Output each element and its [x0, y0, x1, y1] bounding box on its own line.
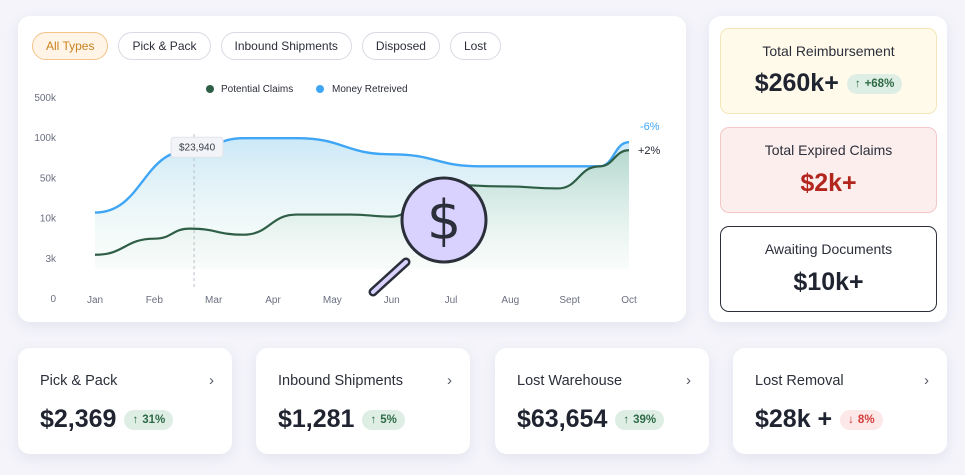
legend-dot-potential — [206, 85, 214, 93]
x-axis-ticks: Jan Feb Mar Apr May Jun Jul Aug Sept Oct — [87, 295, 637, 306]
pick-pack-card[interactable]: Pick & Pack › $2,369 ↑ 31% — [18, 348, 232, 454]
inbound-shipments-card[interactable]: Inbound Shipments › $1,281 ↑ 5% — [256, 348, 470, 454]
arrow-down-icon: ↓ — [848, 413, 854, 426]
arrow-up-icon: ↑ — [370, 413, 377, 426]
x-tick-label: Oct — [621, 295, 637, 306]
x-tick-label: Feb — [146, 295, 164, 306]
awaiting-documents-value: $10k+ — [793, 268, 864, 296]
total-expired-claims-box: Total Expired Claims $2k+ — [720, 127, 937, 213]
arrow-up-icon: ↑ — [623, 413, 630, 426]
x-tick-label: Sept — [559, 295, 580, 306]
filter-lost[interactable]: Lost — [449, 32, 501, 60]
area-potential-claims — [95, 150, 629, 269]
y-tick-label: 0 — [50, 294, 56, 305]
tooltip-value: $23,940 — [179, 142, 216, 153]
line-chart: Potential Claims Money Retreived 500k 100… — [34, 84, 661, 306]
magnifier-dollar-icon: $ — [368, 176, 488, 297]
x-tick-label: May — [323, 295, 342, 306]
total-expired-claims-label: Total Expired Claims — [764, 142, 893, 158]
filter-all-types[interactable]: All Types — [32, 32, 109, 60]
card-amount: $2,369 — [40, 405, 117, 433]
claims-chart-card: All Types Pick & Pack Inbound Shipments … — [18, 16, 686, 322]
card-title: Lost Removal — [755, 373, 844, 389]
x-tick-label: Jun — [384, 295, 400, 306]
series-line-potential-claims — [94, 149, 630, 256]
type-filter-group: All Types Pick & Pack Inbound Shipments … — [32, 32, 501, 60]
card-amount: $1,281 — [278, 405, 355, 433]
card-title: Lost Warehouse — [517, 373, 623, 389]
x-tick-label: Jan — [87, 295, 103, 306]
x-tick-label: Apr — [265, 295, 281, 306]
chevron-right-icon[interactable]: › — [209, 372, 214, 389]
chevron-right-icon[interactable]: › — [447, 372, 452, 389]
total-expired-claims-value: $2k+ — [800, 169, 857, 197]
y-tick-label: 50k — [40, 173, 57, 184]
x-tick-label: Mar — [205, 295, 223, 306]
chevron-right-icon[interactable]: › — [924, 372, 929, 389]
change-badge: ↓ 8% — [840, 409, 883, 430]
y-tick-label: 3k — [45, 254, 57, 265]
filter-inbound-shipments[interactable]: Inbound Shipments — [220, 32, 352, 60]
lost-warehouse-card[interactable]: Lost Warehouse › $63,654 ↑ 39% — [495, 348, 709, 454]
end-label-potential: +2% — [638, 145, 661, 157]
summary-panel: Total Reimbursement $260k+ ↑ +68% Total … — [709, 16, 947, 322]
end-label-money: -6% — [640, 121, 660, 133]
arrow-up-icon: ↑ — [854, 77, 861, 90]
change-value: 39% — [633, 413, 657, 426]
awaiting-documents-label: Awaiting Documents — [764, 241, 893, 257]
chevron-right-icon[interactable]: › — [686, 372, 691, 389]
total-reimbursement-value: $260k+ — [754, 69, 839, 97]
change-value: 8% — [857, 413, 875, 426]
legend-label-potential: Potential Claims — [221, 84, 293, 95]
filter-pick-pack[interactable]: Pick & Pack — [118, 32, 211, 60]
card-amount: $63,654 — [517, 405, 608, 433]
change-value: 31% — [142, 413, 166, 426]
total-reimbursement-box: Total Reimbursement $260k+ ↑ +68% — [720, 28, 937, 114]
y-tick-label: 100k — [34, 133, 57, 144]
filter-disposed[interactable]: Disposed — [361, 32, 440, 60]
lost-removal-card[interactable]: Lost Removal › $28k + ↓ 8% — [733, 348, 947, 454]
change-value: 5% — [380, 413, 397, 426]
change-badge: ↑ 31% — [124, 409, 174, 430]
y-axis-ticks: 500k 100k 50k 10k 3k 0 — [34, 93, 57, 305]
svg-text:$: $ — [427, 189, 461, 252]
arrow-up-icon: ↑ — [132, 413, 139, 426]
total-reimbursement-label: Total Reimbursement — [762, 43, 895, 59]
x-tick-label: Jul — [445, 295, 458, 306]
card-title: Pick & Pack — [40, 373, 118, 389]
x-tick-label: Aug — [501, 295, 519, 306]
reimbursement-change-badge: ↑ +68% — [846, 73, 903, 94]
card-title: Inbound Shipments — [278, 373, 403, 389]
card-amount: $28k + — [755, 405, 833, 433]
tooltip-box — [170, 136, 224, 158]
y-tick-label: 500k — [34, 93, 57, 104]
change-badge: ↑ 39% — [615, 409, 665, 430]
y-tick-label: 10k — [40, 214, 57, 225]
change-badge: ↑ 5% — [362, 409, 405, 430]
legend-label-money: Money Retreived — [332, 84, 408, 95]
reimbursement-change-value: +68% — [864, 77, 895, 90]
awaiting-documents-box[interactable]: Awaiting Documents $10k+ — [720, 226, 937, 312]
legend-dot-money — [316, 85, 324, 93]
